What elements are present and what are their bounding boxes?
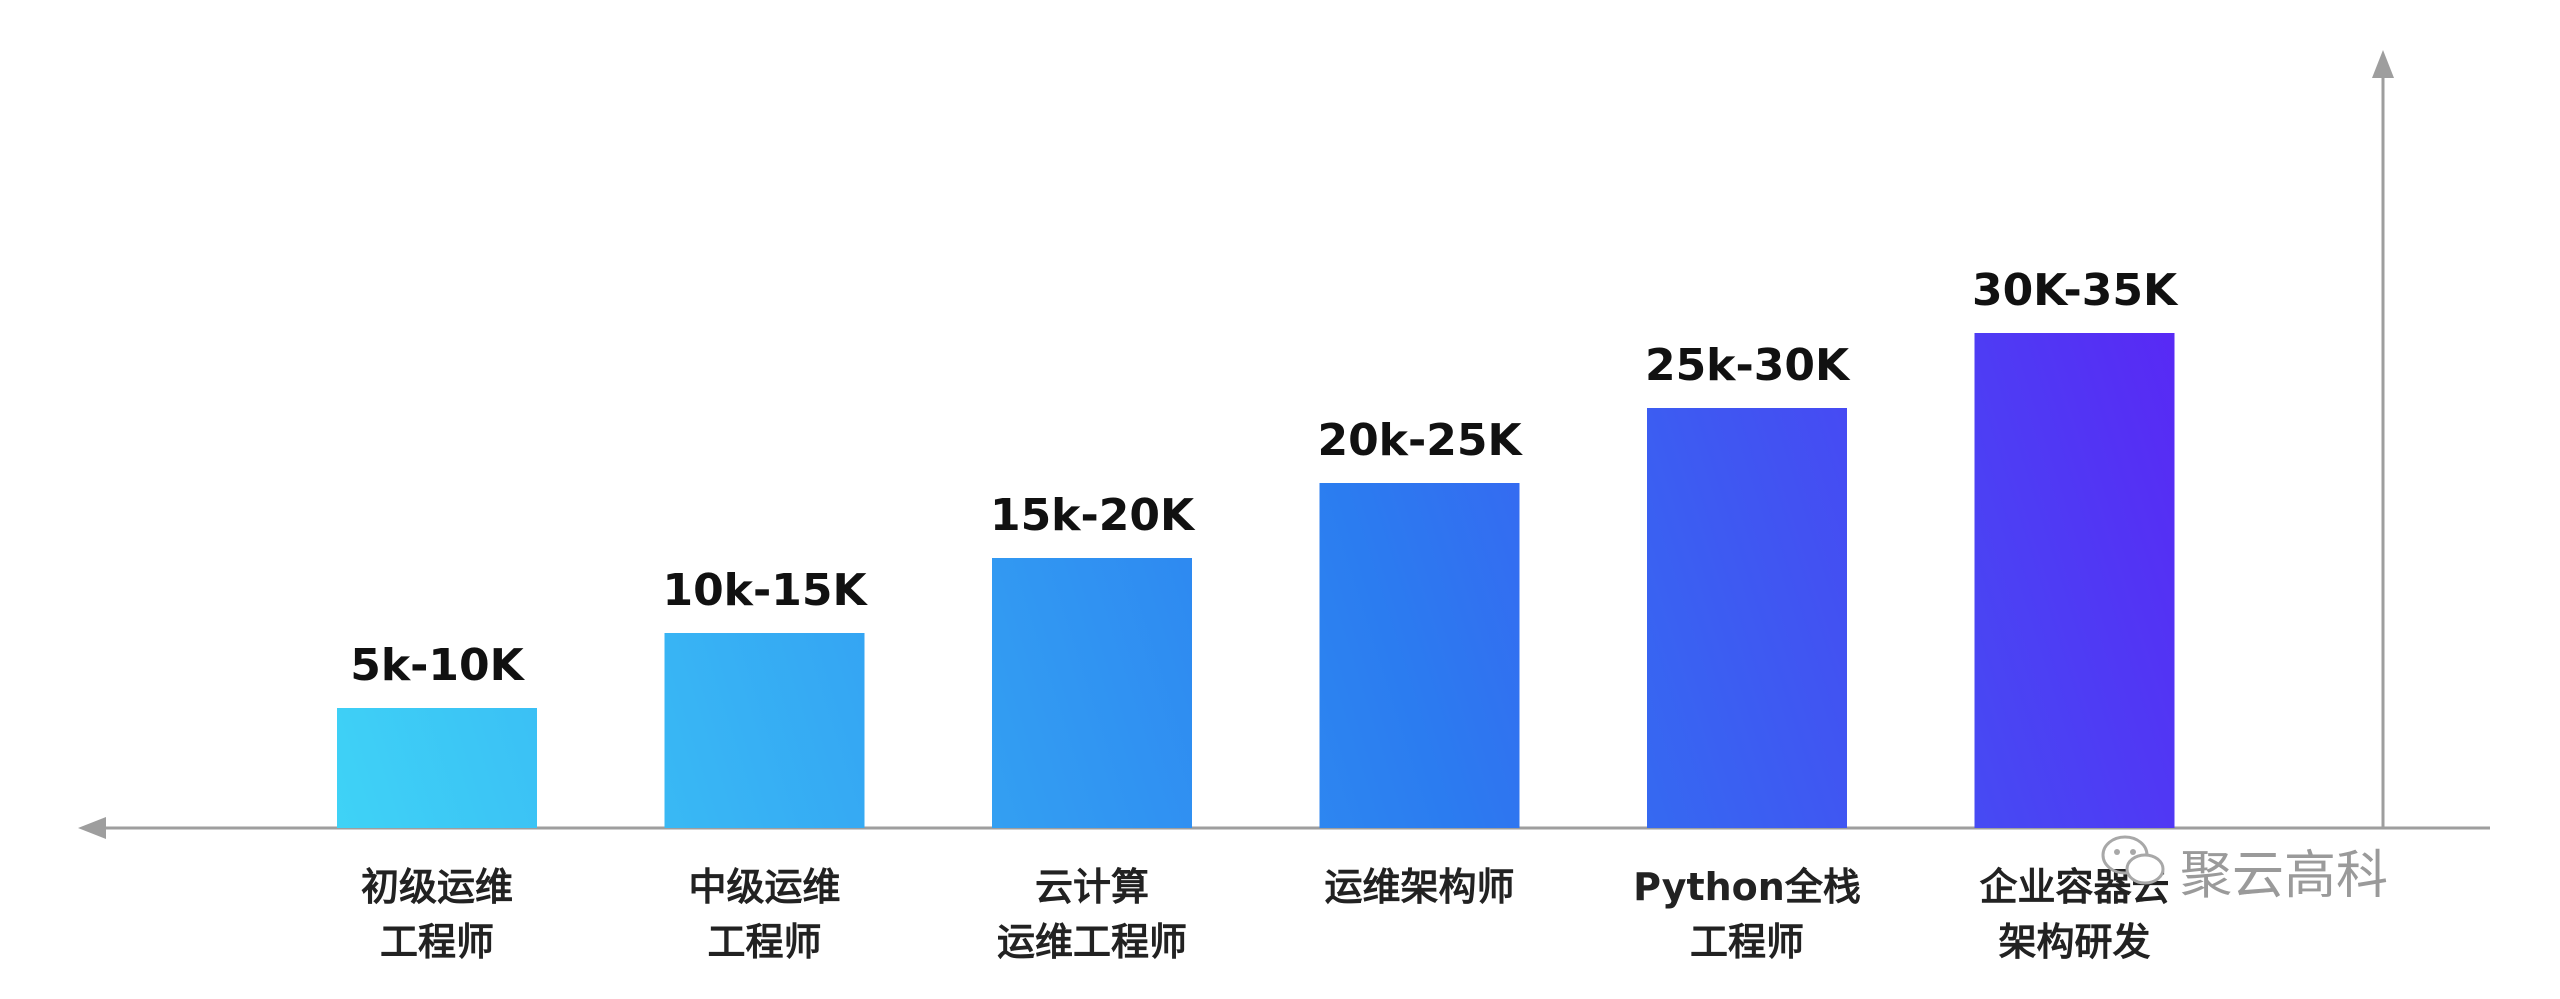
category-label-1-line-1: 初级运维: [361, 865, 513, 909]
value-label-4: 20k-25K: [1317, 415, 1523, 466]
category-label-5-line-2: 工程师: [1690, 920, 1804, 964]
bar-1: [337, 708, 537, 828]
category-label-6-line-2: 架构研发: [1998, 920, 2150, 964]
watermark: 聚云高科: [2101, 835, 2388, 906]
category-label-5-line-1: Python全栈: [1633, 865, 1861, 909]
value-label-1: 5k-10K: [350, 640, 525, 691]
bar-4: [1319, 483, 1520, 828]
value-label-2: 10k-15K: [662, 565, 868, 616]
watermark-text: 聚云高科: [2180, 846, 2388, 906]
y-axis-arrow: [2372, 50, 2394, 78]
category-label-1-line-2: 工程师: [380, 920, 494, 964]
value-label-3: 15k-20K: [990, 490, 1196, 541]
category-label-3-line-1: 云计算: [1035, 865, 1149, 909]
bar-2: [664, 633, 865, 828]
bar-5: [1647, 408, 1847, 828]
category-label-3-line-2: 运维工程师: [997, 920, 1187, 964]
x-axis-arrow: [78, 817, 106, 839]
value-label-5: 25k-30K: [1645, 340, 1851, 391]
category-label-2-line-1: 中级运维: [688, 865, 840, 909]
category-label-4-line-1: 运维架构师: [1324, 865, 1514, 909]
category-label-2-line-2: 工程师: [707, 920, 821, 964]
bar-6: [1974, 333, 2175, 828]
wechat-icon: [2101, 835, 2165, 885]
bar-3: [992, 558, 1192, 828]
value-label-6: 30K-35K: [1972, 265, 2179, 316]
